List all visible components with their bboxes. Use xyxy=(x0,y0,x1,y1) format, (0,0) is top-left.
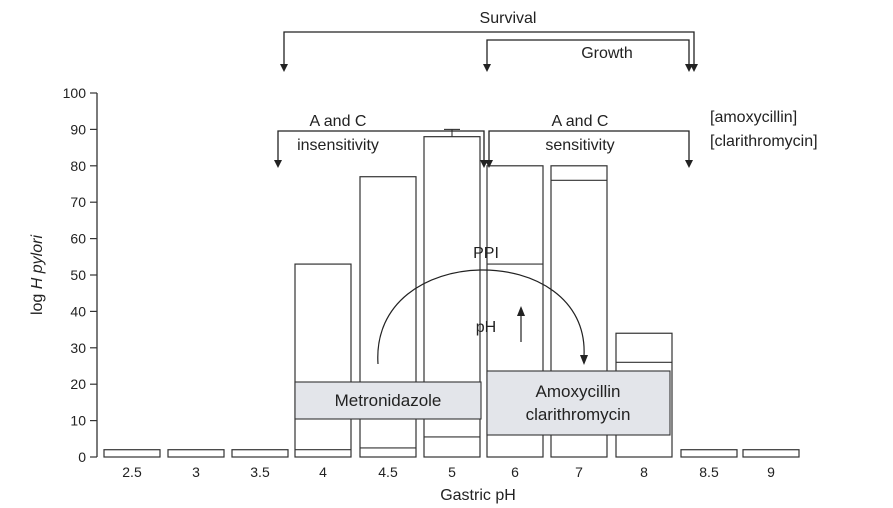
x-tick-label: 8.5 xyxy=(699,464,719,480)
y-tick-label: 80 xyxy=(70,158,86,174)
x-tick-label: 6 xyxy=(511,464,519,480)
y-axis-title-italic: H pylori xyxy=(29,235,46,290)
sensitivity-arrowhead-right xyxy=(685,160,693,168)
amoxycillin-label-line1: Amoxycillin xyxy=(535,382,620,401)
y-tick-label: 100 xyxy=(63,85,87,101)
x-tick-label: 9 xyxy=(767,464,775,480)
ppi-arc-arrow xyxy=(377,269,585,365)
y-axis-title-prefix: log xyxy=(29,289,46,315)
growth-bracket xyxy=(486,39,690,64)
y-tick-label: 60 xyxy=(70,231,86,247)
y-tick-label: 10 xyxy=(70,413,86,429)
legend-amoxycillin: [amoxycillin] xyxy=(710,109,797,126)
bar-3.5 xyxy=(231,449,289,458)
y-tick-label: 20 xyxy=(70,376,86,392)
y-tick-label: 40 xyxy=(70,303,86,319)
survival-bracket xyxy=(283,31,695,64)
y-ticks: 0 10 20 30 40 50 60 70 80 90 100 xyxy=(63,85,97,465)
bar-9 xyxy=(742,449,800,458)
legend-clarithromycin: [clarithromycin] xyxy=(710,133,818,150)
x-tick-label: 5 xyxy=(448,464,456,480)
ppi-arc-arrowhead xyxy=(580,355,588,365)
metronidazole-box xyxy=(294,381,482,420)
ph-up-arrowhead xyxy=(517,306,525,316)
ppi-label: PPI xyxy=(473,245,499,262)
x-tick-label: 2.5 xyxy=(122,464,142,480)
insensitivity-arrowhead-left xyxy=(274,160,282,168)
sensitivity-bracket xyxy=(488,130,690,160)
x-tick-label: 4.5 xyxy=(378,464,398,480)
x-tick-label: 7 xyxy=(575,464,583,480)
y-tick-label: 50 xyxy=(70,267,86,283)
ph-label: pH xyxy=(476,319,496,336)
x-axis-title: Gastric pH xyxy=(440,487,516,504)
growth-arrowhead-left xyxy=(483,64,491,72)
x-tick-label: 8 xyxy=(640,464,648,480)
amoxycillin-label-line2: clarithromycin xyxy=(526,405,631,424)
bar-4 xyxy=(294,263,352,458)
growth-arrowhead-right xyxy=(685,64,693,72)
growth-label: Growth xyxy=(581,45,633,62)
y-tick-label: 90 xyxy=(70,121,86,137)
bar-3 xyxy=(167,449,225,458)
insensitivity-bracket xyxy=(277,130,485,160)
y-tick-label: 30 xyxy=(70,340,86,356)
bar-8.5 xyxy=(680,449,738,458)
sensitivity-arrowhead-left xyxy=(485,160,493,168)
x-tick-label: 4 xyxy=(319,464,327,480)
insensitivity-label-line1: A and C xyxy=(310,113,367,130)
x-tick-label: 3 xyxy=(192,464,200,480)
bar-2.5 xyxy=(103,449,161,458)
y-axis-title: log H pylori xyxy=(29,235,46,315)
amoxycillin-box xyxy=(486,370,671,436)
survival-label: Survival xyxy=(480,10,537,27)
y-tick-label: 0 xyxy=(78,449,86,465)
y-tick-label: 70 xyxy=(70,194,86,210)
insensitivity-label-line2: insensitivity xyxy=(297,137,379,154)
metronidazole-label: Metronidazole xyxy=(335,391,442,410)
sensitivity-label-line2: sensitivity xyxy=(545,137,614,154)
survival-arrowhead-left xyxy=(280,64,288,72)
x-ticks: 2.5 3 3.5 4 4.5 5 6 7 8 8.5 9 xyxy=(122,464,775,480)
x-tick-label: 3.5 xyxy=(250,464,270,480)
sensitivity-label-line1: A and C xyxy=(552,113,609,130)
